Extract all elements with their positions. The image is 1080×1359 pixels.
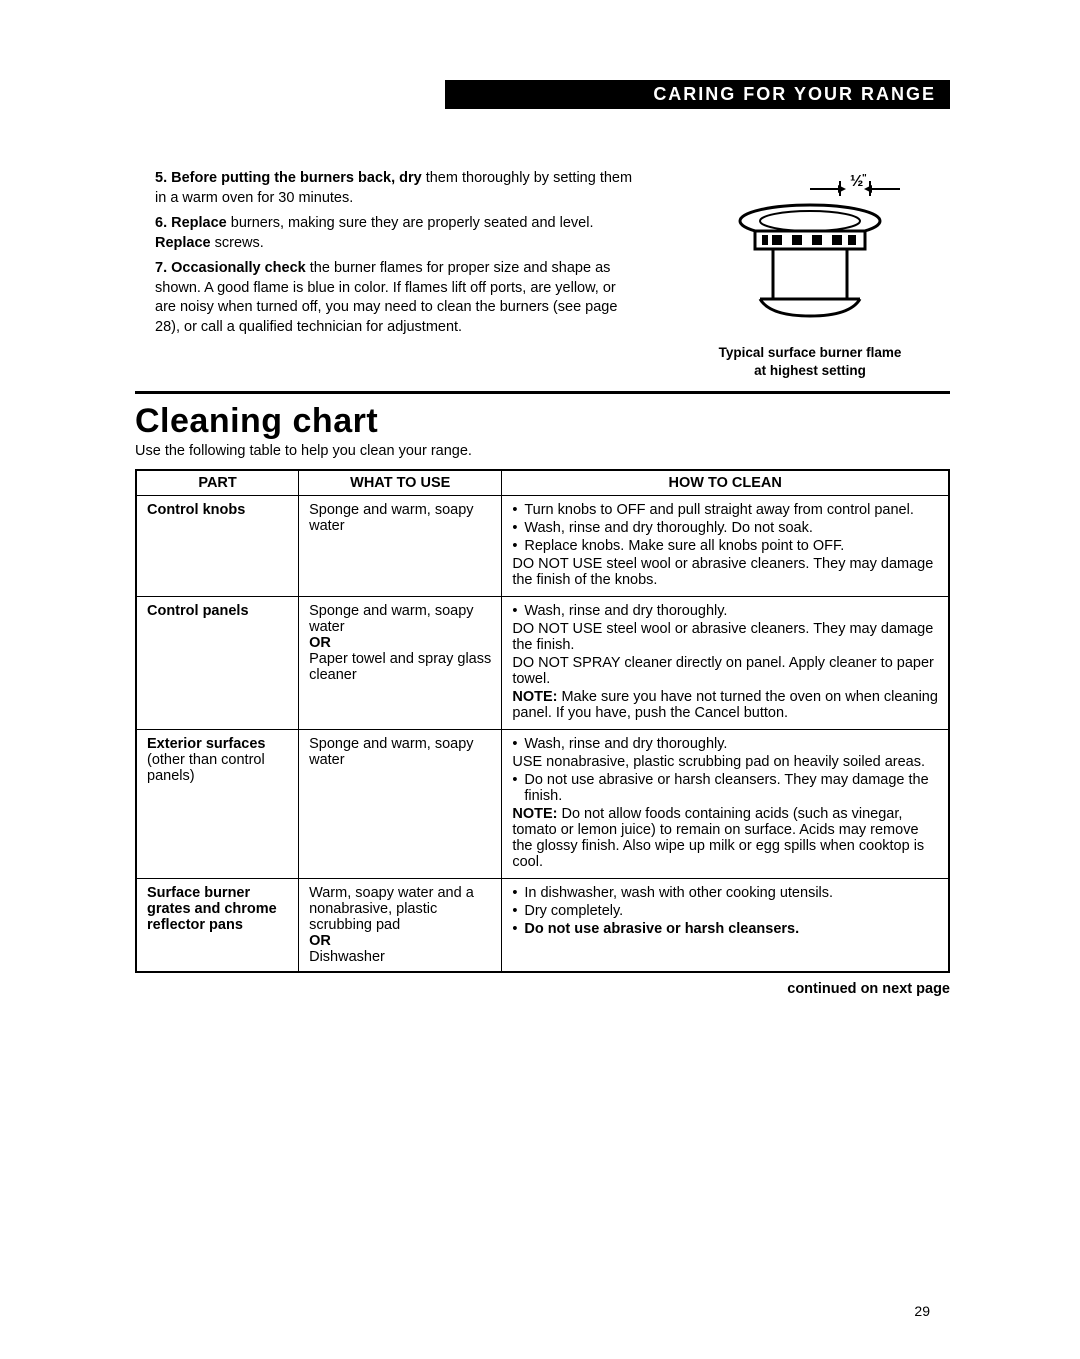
table-row: Surface burner grates and chrome reflect… xyxy=(136,879,949,973)
page-number: 29 xyxy=(914,1303,930,1319)
cell-how: Wash, rinse and dry thoroughly. USE nona… xyxy=(502,730,949,879)
how-item: Replace knobs. Make sure all knobs point… xyxy=(512,538,938,554)
how-note: NOTE: Make sure you have not turned the … xyxy=(512,689,938,721)
part-bold: Exterior surfaces xyxy=(147,736,265,752)
instruction-item: 5. Before putting the burners back, dry … xyxy=(155,169,640,208)
use-line: Paper towel and spray glass cleaner xyxy=(309,651,491,683)
step-bold: Before putting the burners back, dry xyxy=(171,170,426,186)
cell-use: Warm, soapy water and a nonabrasive, pla… xyxy=(299,879,502,973)
use-or: OR xyxy=(309,635,491,651)
how-item: Do not use abrasive or harsh cleansers. xyxy=(512,921,938,937)
instruction-list: 5. Before putting the burners back, dry … xyxy=(135,169,640,379)
table-row: Control panels Sponge and warm, soapy wa… xyxy=(136,597,949,730)
part-paren: (other than control panels) xyxy=(147,752,265,784)
instruction-item: 6. Replace burners, making sure they are… xyxy=(155,214,640,253)
cell-use: Sponge and warm, soapy water xyxy=(299,496,502,597)
instruction-item: 7. Occasionally check the burner flames … xyxy=(155,259,640,337)
burner-diagram-column: ½ " xyxy=(670,169,950,379)
cleaning-chart-table: PART WHAT TO USE HOW TO CLEAN Control kn… xyxy=(135,469,950,973)
use-line: Dishwasher xyxy=(309,949,491,965)
step-number: 7. xyxy=(155,260,167,276)
table-header-row: PART WHAT TO USE HOW TO CLEAN xyxy=(136,470,949,496)
how-item: Wash, rinse and dry thoroughly. Do not s… xyxy=(512,520,938,536)
svg-text:": " xyxy=(862,173,867,184)
continued-label: continued on next page xyxy=(135,981,950,997)
divider-rule xyxy=(135,391,950,394)
how-plain: DO NOT USE steel wool or abrasive cleane… xyxy=(512,556,938,588)
use-line: Sponge and warm, soapy water xyxy=(309,603,491,635)
step-number: 6. xyxy=(155,215,167,231)
step-number: 5. xyxy=(155,170,167,186)
diagram-caption-line1: Typical surface burner flame xyxy=(670,344,950,362)
col-header-how: HOW TO CLEAN xyxy=(502,470,949,496)
how-item: Wash, rinse and dry thoroughly. xyxy=(512,603,938,619)
top-section: 5. Before putting the burners back, dry … xyxy=(135,169,950,379)
cell-part: Surface burner grates and chrome reflect… xyxy=(136,879,299,973)
col-header-use: WHAT TO USE xyxy=(299,470,502,496)
cell-part: Control knobs xyxy=(136,496,299,597)
how-note: NOTE: Do not allow foods containing acid… xyxy=(512,806,938,870)
section-subtitle: Use the following table to help you clea… xyxy=(135,443,950,459)
diagram-caption-line2: at highest setting xyxy=(670,362,950,380)
cell-how: In dishwasher, wash with other cooking u… xyxy=(502,879,949,973)
how-item: Turn knobs to OFF and pull straight away… xyxy=(512,502,938,518)
table-row: Control knobs Sponge and warm, soapy wat… xyxy=(136,496,949,597)
cell-how: Turn knobs to OFF and pull straight away… xyxy=(502,496,949,597)
section-header-bar: CARING FOR YOUR RANGE xyxy=(445,80,950,109)
how-plain: USE nonabrasive, plastic scrubbing pad o… xyxy=(512,754,938,770)
how-plain: DO NOT USE steel wool or abrasive cleane… xyxy=(512,621,938,653)
step-text: Replace burners, making sure they are pr… xyxy=(155,215,593,251)
cell-how: Wash, rinse and dry thoroughly. DO NOT U… xyxy=(502,597,949,730)
how-item: Wash, rinse and dry thoroughly. xyxy=(512,736,938,752)
how-item: In dishwasher, wash with other cooking u… xyxy=(512,885,938,901)
cell-use: Sponge and warm, soapy water xyxy=(299,730,502,879)
how-item: Do not use abrasive or harsh cleansers. … xyxy=(512,772,938,804)
col-header-part: PART xyxy=(136,470,299,496)
table-row: Exterior surfaces (other than control pa… xyxy=(136,730,949,879)
how-item: Dry completely. xyxy=(512,903,938,919)
cell-part: Control panels xyxy=(136,597,299,730)
burner-flame-diagram: ½ " xyxy=(710,171,910,336)
cell-part: Exterior surfaces (other than control pa… xyxy=(136,730,299,879)
how-plain: DO NOT SPRAY cleaner directly on panel. … xyxy=(512,655,938,687)
step-bold: Occasionally check xyxy=(171,260,310,276)
use-or: OR xyxy=(309,933,491,949)
use-line: Warm, soapy water and a nonabrasive, pla… xyxy=(309,885,491,933)
cell-use: Sponge and warm, soapy water OR Paper to… xyxy=(299,597,502,730)
section-title: Cleaning chart xyxy=(135,402,950,441)
